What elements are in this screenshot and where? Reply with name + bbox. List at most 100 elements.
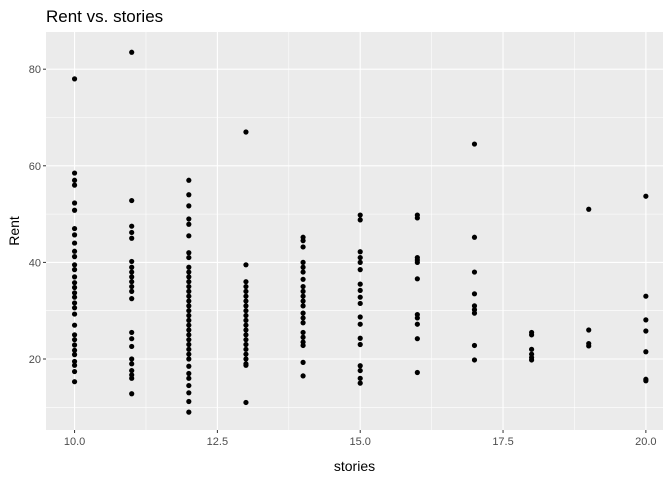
data-point: [243, 327, 249, 333]
data-point: [243, 279, 249, 285]
data-point: [243, 293, 249, 299]
data-point: [357, 249, 363, 255]
data-point: [71, 182, 78, 188]
data-point: [129, 329, 135, 336]
data-point: [71, 305, 78, 311]
data-point: [357, 375, 363, 381]
data-point: [71, 332, 78, 338]
data-point: [186, 370, 192, 377]
data-point: [300, 342, 306, 349]
y-axis-label: Rent: [6, 216, 22, 246]
data-point: [357, 281, 363, 287]
x-tick-label: 10.0: [64, 436, 85, 448]
data-point: [186, 298, 192, 304]
data-point: [357, 267, 363, 273]
data-point: [71, 300, 78, 306]
data-point: [71, 342, 78, 348]
data-point: [186, 250, 192, 256]
data-point: [243, 351, 249, 357]
data-point: [300, 359, 306, 365]
data-point: [300, 276, 306, 282]
data-point: [186, 279, 192, 285]
x-axis-label: stories: [334, 458, 375, 474]
data-point: [471, 141, 478, 147]
data-point: [300, 259, 306, 265]
data-point: [71, 177, 78, 183]
data-point: [186, 192, 192, 198]
data-point: [300, 283, 306, 290]
data-point: [300, 320, 306, 326]
data-point: [300, 315, 306, 321]
data-point: [186, 264, 192, 270]
data-point: [186, 288, 192, 294]
data-point: [300, 334, 306, 340]
data-point: [300, 264, 306, 270]
data-point: [129, 336, 135, 342]
data-point: [414, 336, 420, 342]
data-point: [71, 232, 78, 238]
data-point: [129, 258, 135, 265]
data-point: [71, 280, 78, 286]
data-point: [414, 259, 420, 265]
data-point: [71, 225, 78, 232]
data-point: [300, 329, 306, 336]
chart-title: Rent vs. stories: [46, 7, 163, 26]
y-tick-label: 80: [29, 64, 41, 76]
data-point: [300, 310, 306, 316]
data-point: [357, 300, 363, 307]
data-point: [357, 217, 363, 223]
data-point: [71, 248, 78, 254]
data-point: [243, 356, 249, 362]
data-point: [471, 310, 478, 316]
data-point: [243, 262, 249, 268]
data-point: [186, 216, 192, 222]
data-point: [129, 391, 135, 397]
data-point: [643, 349, 649, 355]
data-point: [243, 283, 249, 290]
data-point: [186, 221, 192, 227]
data-point: [243, 322, 249, 328]
data-point: [186, 375, 192, 381]
x-tick-label: 12.5: [207, 436, 228, 448]
data-point: [243, 129, 249, 135]
data-point: [300, 244, 306, 250]
y-axis-ticks: 20 40 60 80: [29, 64, 46, 366]
data-point: [300, 238, 306, 244]
data-point: [243, 303, 249, 309]
plot-panel: [46, 32, 663, 430]
data-point: [243, 337, 249, 343]
data-point: [300, 269, 306, 275]
data-point: [186, 203, 192, 209]
data-point: [71, 170, 78, 176]
data-point: [243, 312, 249, 319]
data-point: [643, 328, 649, 334]
data-point: [129, 283, 135, 290]
data-point: [300, 293, 306, 299]
data-point: [300, 373, 306, 379]
data-point: [586, 327, 592, 333]
data-point: [71, 284, 78, 291]
data-point: [186, 351, 192, 357]
data-point: [300, 298, 306, 304]
data-point: [243, 332, 249, 338]
data-point: [186, 382, 192, 389]
data-point: [71, 274, 78, 280]
data-point: [186, 283, 192, 290]
x-axis-ticks: 10.0 12.5 15.0 17.5 20.0: [64, 430, 657, 448]
data-point: [186, 346, 192, 352]
data-point: [586, 343, 592, 349]
data-point: [186, 327, 192, 333]
data-point: [71, 294, 78, 300]
data-point: [71, 207, 78, 213]
data-point: [243, 317, 249, 323]
data-point: [357, 341, 363, 348]
data-point: [357, 335, 363, 341]
data-point: [71, 352, 78, 358]
data-point: [300, 303, 306, 309]
data-point: [471, 269, 478, 275]
data-point: [71, 253, 78, 260]
data-point: [243, 362, 249, 368]
data-point: [643, 378, 649, 384]
data-point: [643, 317, 649, 323]
